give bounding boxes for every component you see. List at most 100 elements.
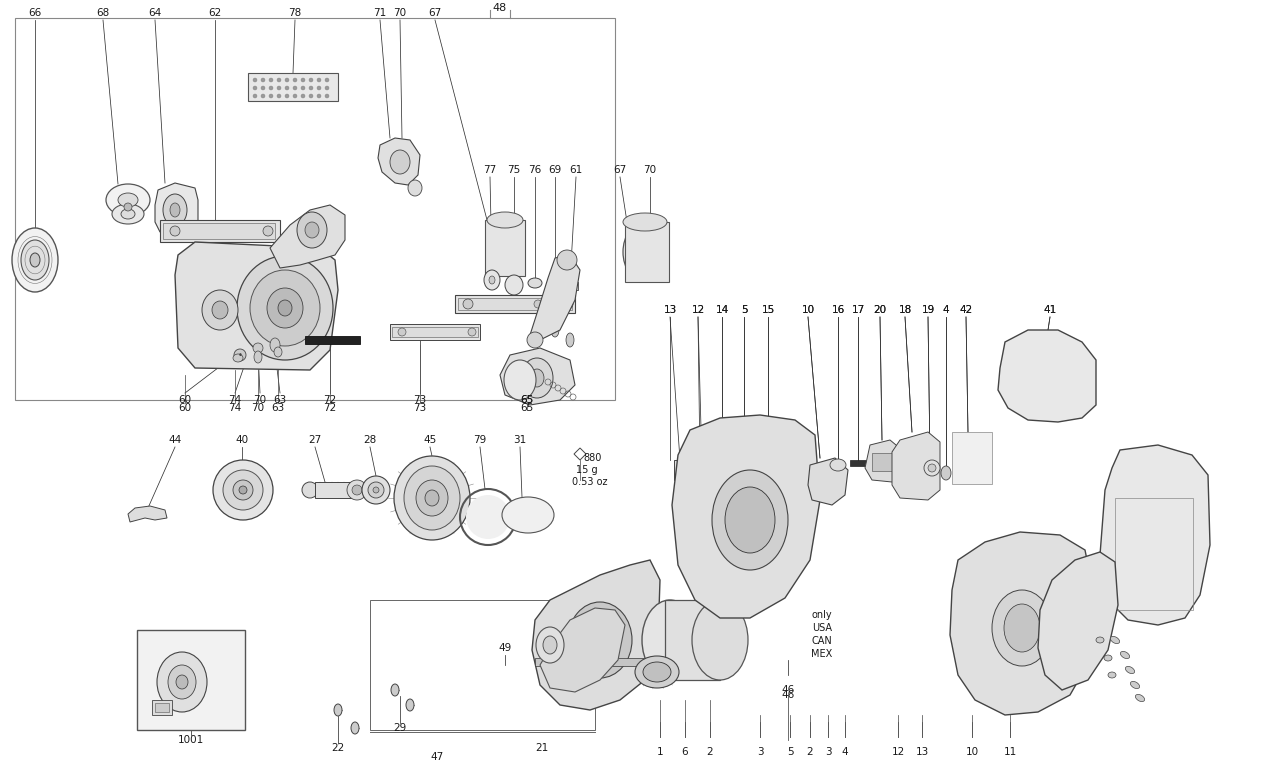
Ellipse shape (568, 602, 632, 678)
Ellipse shape (534, 300, 541, 308)
Text: 12: 12 (691, 305, 704, 315)
Polygon shape (1038, 552, 1117, 690)
Text: 69: 69 (548, 165, 562, 175)
Ellipse shape (113, 204, 143, 224)
Text: 64: 64 (148, 8, 161, 18)
Text: 1001: 1001 (178, 735, 204, 745)
Text: 22: 22 (332, 743, 344, 753)
Text: 19: 19 (922, 305, 934, 315)
Text: 29: 29 (393, 723, 407, 733)
Ellipse shape (276, 86, 282, 90)
Text: 78: 78 (288, 8, 302, 18)
Text: 15: 15 (762, 305, 774, 315)
Ellipse shape (394, 456, 470, 540)
Text: 61: 61 (570, 165, 582, 175)
Text: 11: 11 (1004, 747, 1016, 757)
Polygon shape (865, 440, 902, 482)
Text: 44: 44 (169, 435, 182, 445)
Text: 72: 72 (324, 395, 337, 405)
Ellipse shape (1096, 637, 1103, 643)
Bar (698, 465, 712, 475)
Ellipse shape (308, 78, 314, 82)
Text: 42: 42 (960, 305, 973, 315)
Ellipse shape (643, 600, 698, 680)
Text: 12: 12 (891, 747, 905, 757)
Text: •: • (238, 350, 242, 360)
Ellipse shape (463, 299, 474, 309)
Polygon shape (128, 506, 166, 522)
Polygon shape (500, 348, 575, 405)
Ellipse shape (269, 78, 273, 82)
Text: CAN: CAN (812, 636, 832, 646)
Ellipse shape (170, 203, 180, 217)
Bar (305, 336, 360, 344)
Ellipse shape (635, 656, 678, 688)
Ellipse shape (1125, 666, 1134, 674)
Ellipse shape (157, 652, 207, 712)
Text: 70: 70 (253, 395, 266, 405)
Text: 13: 13 (663, 305, 677, 315)
Ellipse shape (404, 466, 460, 530)
Ellipse shape (233, 354, 243, 362)
Ellipse shape (262, 226, 273, 236)
Ellipse shape (362, 476, 390, 504)
Ellipse shape (543, 636, 557, 654)
Text: 75: 75 (507, 165, 521, 175)
Ellipse shape (623, 213, 667, 231)
Polygon shape (270, 205, 346, 268)
Polygon shape (155, 183, 198, 235)
Ellipse shape (261, 78, 265, 82)
Ellipse shape (484, 270, 500, 290)
Ellipse shape (325, 94, 329, 98)
Bar (1115, 498, 1193, 610)
Text: 10: 10 (801, 305, 814, 315)
Text: 46: 46 (781, 685, 795, 695)
Ellipse shape (325, 78, 329, 82)
Polygon shape (540, 608, 625, 692)
Ellipse shape (1004, 604, 1039, 652)
Ellipse shape (1103, 655, 1112, 661)
Ellipse shape (302, 482, 317, 498)
Text: 4: 4 (942, 305, 950, 315)
Text: 47: 47 (430, 752, 444, 762)
Ellipse shape (124, 203, 132, 211)
Ellipse shape (285, 94, 289, 98)
Bar (370, 600, 595, 730)
Text: 72: 72 (324, 403, 337, 413)
Bar (872, 453, 896, 471)
Ellipse shape (106, 184, 150, 216)
Ellipse shape (486, 220, 524, 276)
Ellipse shape (212, 301, 228, 319)
Text: 20: 20 (873, 305, 887, 315)
Text: 67: 67 (613, 165, 627, 175)
Ellipse shape (278, 300, 292, 316)
Ellipse shape (566, 333, 573, 347)
Ellipse shape (305, 222, 319, 238)
Ellipse shape (580, 616, 620, 664)
Ellipse shape (924, 460, 940, 476)
Bar (485, 220, 525, 276)
Ellipse shape (425, 490, 439, 506)
Ellipse shape (563, 299, 573, 309)
Ellipse shape (177, 675, 188, 689)
Bar (563, 282, 579, 290)
Text: 880: 880 (582, 453, 602, 463)
Ellipse shape (234, 349, 246, 361)
Text: 74: 74 (228, 395, 242, 405)
Text: 46: 46 (781, 690, 795, 700)
Ellipse shape (233, 480, 253, 500)
Ellipse shape (372, 487, 379, 493)
Text: 49: 49 (498, 643, 512, 653)
Ellipse shape (1130, 682, 1139, 688)
Ellipse shape (712, 470, 788, 570)
Text: 4: 4 (842, 747, 849, 757)
Text: 15: 15 (762, 305, 774, 315)
Ellipse shape (351, 722, 358, 734)
Ellipse shape (270, 338, 280, 352)
Ellipse shape (406, 699, 413, 711)
Text: 40: 40 (236, 435, 248, 445)
Text: 20: 20 (873, 305, 887, 315)
Ellipse shape (468, 328, 476, 336)
Bar (850, 460, 868, 466)
Text: 16: 16 (832, 305, 845, 315)
